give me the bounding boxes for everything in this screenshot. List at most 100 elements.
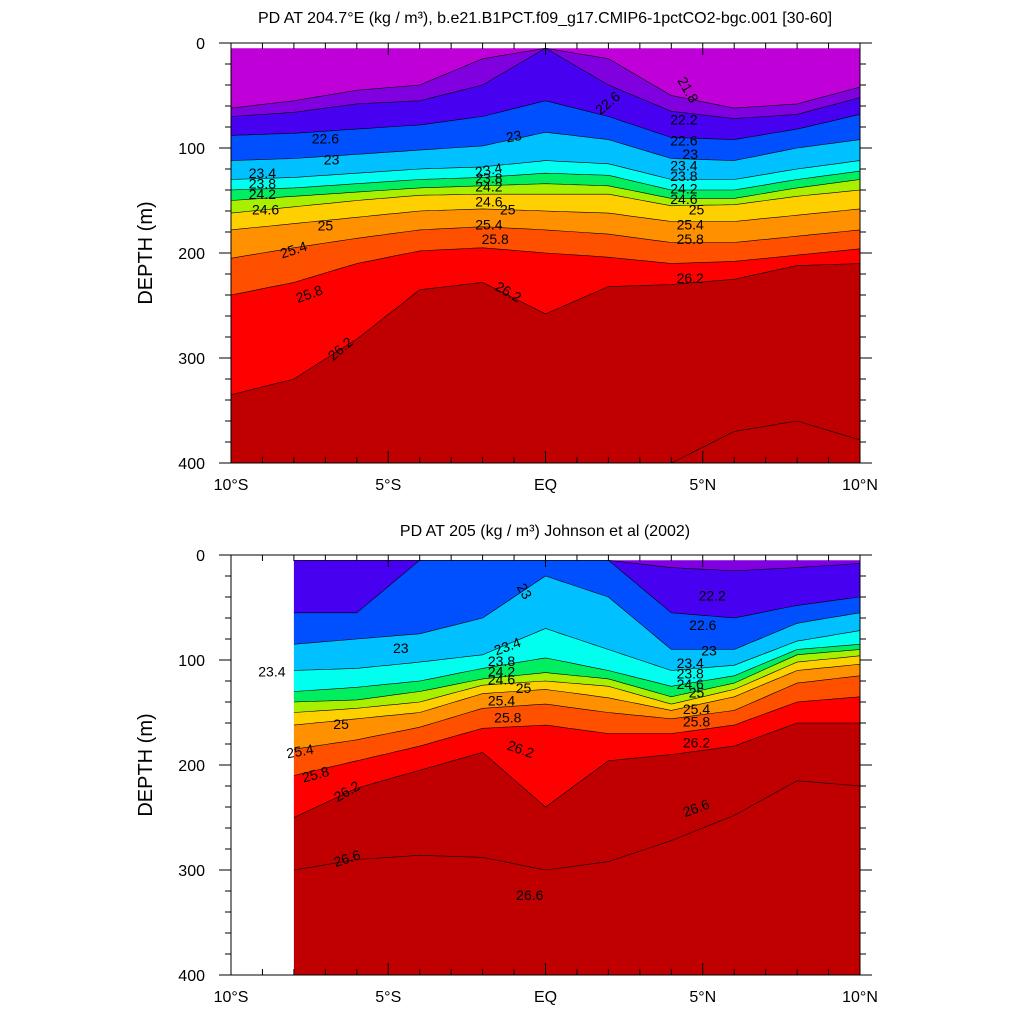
density-band [293, 675, 860, 776]
chart-title-top: PD AT 204.7°E (kg / m³), b.e21.B1PCT.f09… [258, 10, 832, 27]
isopycnal-line [293, 722, 860, 818]
isopycnal-line [230, 131, 861, 161]
density-band [231, 100, 860, 161]
density-band [293, 560, 860, 571]
contour-label: 23 [324, 151, 340, 167]
contour-label: 23.4 [677, 655, 704, 671]
isopycnal-line [293, 575, 861, 650]
contour-label: 24.6 [475, 193, 502, 209]
plot-area-top: 22.6 21.822.62323.423.824.224.62525.425.8… [178, 36, 878, 494]
x-tick-label: 10°N [842, 989, 878, 1006]
density-band [293, 664, 860, 750]
contour-label: 26.2 [683, 735, 710, 751]
contour-label: 24.6 [252, 202, 279, 218]
contour-label: 24.6 [670, 191, 697, 207]
plot-area-bottom: 23 22.222.62323.42323.423.824.224.62525.4… [178, 548, 878, 1006]
contour-label: 26.6 [516, 887, 543, 903]
y-tick-label: 100 [178, 141, 205, 158]
isopycnal-line [230, 160, 861, 180]
contour-label: 23 [505, 127, 523, 145]
contour-label: 26.2 [677, 270, 704, 286]
x-tick-label: 10°S [214, 989, 249, 1006]
contour-label: 24.2 [670, 181, 697, 197]
contour-label: 23.4 [258, 663, 285, 679]
contour-label: 25 [333, 716, 349, 732]
isopycnal-line [293, 649, 861, 703]
y-axis-label-top: DEPTH (m) [135, 201, 157, 304]
contour-label: 23 [701, 642, 717, 658]
contour-label: 25.8 [494, 710, 521, 726]
density-band [293, 576, 860, 671]
y-tick-label: 0 [196, 36, 205, 53]
isopycnal-line [293, 628, 861, 671]
isopycnal-line [230, 170, 861, 191]
contour-label: 24.6 [677, 676, 704, 692]
contour-label: 23.4 [249, 165, 276, 181]
contour-label: 25.4 [475, 216, 502, 232]
contour-label: 22.2 [699, 588, 726, 604]
contour-label: 22.6 [689, 617, 716, 633]
contour-label: 25.4 [488, 693, 515, 709]
contour-label: 25 [689, 684, 705, 700]
density-band [293, 628, 860, 692]
y-tick-label: 300 [178, 351, 205, 368]
contour-label: 25.4 [285, 741, 315, 762]
contour-label: 23.8 [249, 176, 276, 192]
density-band [231, 48, 860, 140]
x-tick-label: 5°S [375, 477, 401, 494]
contour-label: 22.6 [670, 132, 697, 148]
contour-label: 22.6 [312, 130, 339, 146]
y-tick-label: 400 [178, 456, 205, 473]
chart-title-bottom: PD AT 205 (kg / m³) Johnson et al (2002) [400, 523, 690, 540]
contour-label: 23.8 [670, 168, 697, 184]
contour-label: 25.8 [482, 231, 509, 247]
isopycnal-line [293, 644, 861, 692]
density-band [293, 560, 860, 618]
contour-label: 25.8 [683, 714, 710, 730]
contour-label: 24.6 [488, 672, 515, 688]
contour-label: 25.4 [677, 216, 704, 232]
contour-label: 22.2 [670, 111, 697, 127]
density-band [293, 780, 860, 975]
contour-label: 23 [682, 146, 698, 162]
density-band [231, 208, 860, 259]
y-tick-label: 400 [178, 968, 205, 985]
density-band [231, 160, 860, 190]
isopycnal-line [230, 179, 861, 201]
x-tick-label: 5°N [689, 989, 716, 1006]
isopycnal-line [230, 189, 861, 214]
contour-label: 24.2 [475, 179, 502, 195]
density-band [231, 132, 860, 180]
density-band [293, 723, 860, 870]
y-tick-label: 200 [178, 758, 205, 775]
density-band [231, 263, 860, 463]
y-tick-label: 200 [178, 246, 205, 263]
isopycnal-line [293, 780, 861, 871]
contour-label: 25.4 [683, 701, 710, 717]
density-band [231, 171, 860, 201]
density-band [231, 179, 860, 214]
isopycnal-line [293, 655, 861, 713]
density-band [231, 48, 860, 109]
contour-label: 25 [318, 218, 334, 234]
isopycnal-line [293, 675, 861, 750]
y-tick-label: 0 [196, 548, 205, 565]
isopycnal-line [230, 247, 861, 296]
panel-bottom: PD AT 205 (kg / m³) Johnson et al (2002)… [135, 523, 878, 1006]
density-band [231, 48, 860, 119]
contour-label: 25.8 [677, 231, 704, 247]
contour-label: 25 [516, 680, 532, 696]
x-tick-label: 10°N [842, 477, 878, 494]
contour-label: 23.8 [475, 170, 502, 186]
contour-label: 23 [514, 580, 536, 602]
contour-label: 23.4 [670, 158, 697, 174]
density-band [293, 649, 860, 713]
contour-label: 24.2 [488, 663, 515, 679]
y-axis-label-bottom: DEPTH (m) [135, 713, 157, 816]
contour-label: 23.4 [474, 160, 504, 181]
contour-label: 23 [393, 640, 409, 656]
isopycnal-line [230, 100, 861, 140]
density-band [293, 696, 860, 818]
x-tick-label: 10°S [214, 477, 249, 494]
